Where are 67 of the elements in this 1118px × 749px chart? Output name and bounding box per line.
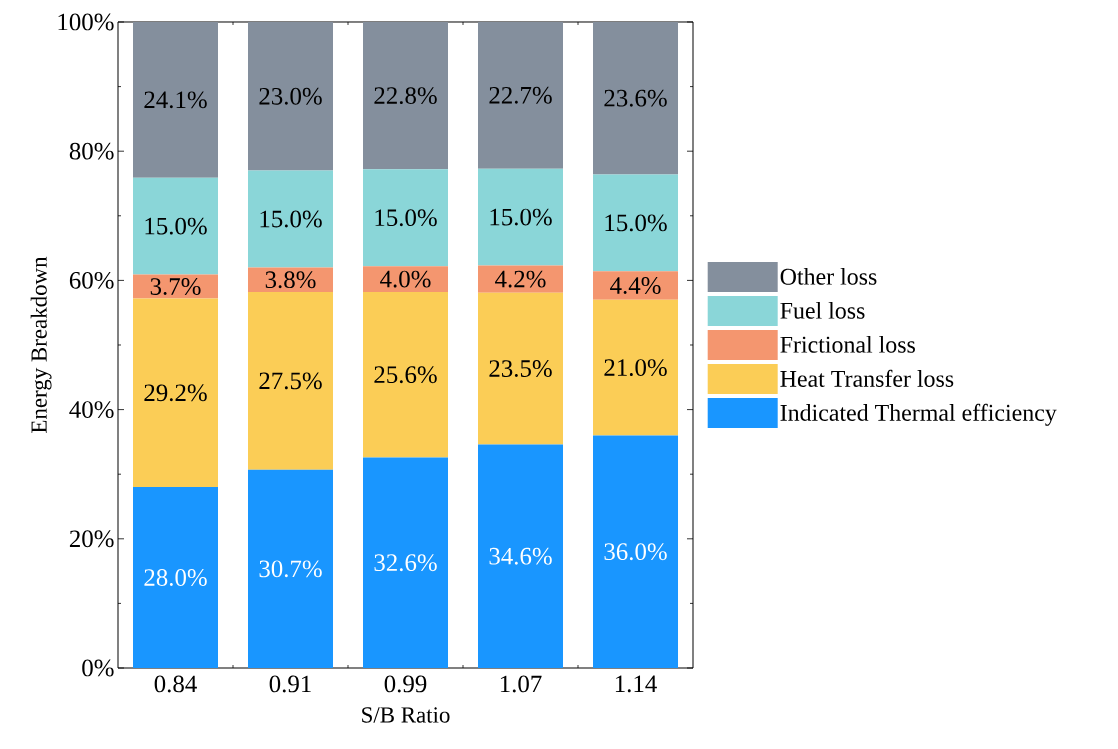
bar bbox=[478, 21, 563, 169]
data-label: 27.5% bbox=[259, 372, 322, 390]
data-label: 15.0% bbox=[605, 214, 667, 232]
data-label: 23.6% bbox=[604, 89, 667, 107]
data-label: 28.0% bbox=[144, 569, 207, 587]
bar bbox=[248, 267, 333, 293]
data-label: 15.0% bbox=[260, 210, 322, 228]
bar bbox=[593, 21, 679, 175]
bar bbox=[248, 469, 333, 668]
bar bbox=[133, 298, 218, 488]
bar bbox=[478, 168, 563, 266]
bar bbox=[363, 21, 448, 170]
y-tick-label: 40% bbox=[69, 401, 114, 419]
y-axis-title: Energy Breakdown bbox=[30, 256, 52, 433]
legend-label: Indicated Thermal efficiency bbox=[780, 403, 1057, 426]
data-label: 3.8% bbox=[265, 271, 316, 289]
x-tick-label: 0.91 bbox=[269, 675, 311, 693]
data-label: 23.0% bbox=[259, 87, 322, 105]
data-label: 4.4% bbox=[610, 277, 661, 295]
bar bbox=[363, 266, 448, 293]
data-label: 4.2% bbox=[495, 270, 546, 288]
data-label: 3.7% bbox=[150, 278, 201, 295]
bar bbox=[478, 265, 563, 293]
bar bbox=[593, 271, 679, 300]
bar bbox=[248, 292, 333, 470]
bar bbox=[248, 170, 333, 268]
x-axis-title: S/B Ratio bbox=[362, 707, 450, 723]
legend-label: Fuel loss bbox=[780, 301, 865, 319]
y-tick-label: 20% bbox=[69, 530, 114, 548]
bar bbox=[478, 444, 563, 668]
legend-label: Frictional loss bbox=[780, 335, 915, 353]
y-tick-label: 100% bbox=[58, 13, 114, 31]
bar bbox=[133, 177, 218, 275]
data-label: 21.0% bbox=[604, 359, 667, 377]
data-label: 30.7% bbox=[259, 560, 322, 578]
data-label: 23.5% bbox=[489, 360, 552, 378]
data-label: 15.0% bbox=[490, 208, 552, 226]
data-label: 24.1% bbox=[144, 91, 207, 109]
bar bbox=[593, 435, 679, 668]
bar bbox=[363, 457, 448, 668]
bar bbox=[593, 174, 679, 272]
data-label: 22.7% bbox=[489, 86, 552, 104]
data-label: 29.2% bbox=[144, 384, 207, 402]
data-label: 4.0% bbox=[380, 270, 431, 288]
data-label: 15.0% bbox=[375, 209, 437, 227]
bar bbox=[363, 169, 448, 267]
bar bbox=[248, 21, 333, 171]
data-label: 34.6% bbox=[489, 547, 552, 565]
x-tick-label: 1.14 bbox=[615, 675, 657, 693]
x-tick-label: 0.84 bbox=[154, 675, 197, 693]
bar bbox=[478, 292, 563, 445]
data-label: 32.6% bbox=[374, 554, 437, 572]
y-tick-label: 60% bbox=[69, 271, 114, 289]
bar bbox=[363, 292, 448, 458]
bar bbox=[133, 487, 218, 668]
y-tick-label: 0% bbox=[82, 659, 114, 677]
data-label: 36.0% bbox=[604, 543, 667, 561]
legend-label: Other loss bbox=[780, 267, 877, 285]
bar bbox=[593, 299, 679, 436]
x-tick-label: 0.99 bbox=[384, 675, 427, 693]
data-label: 22.8% bbox=[374, 87, 437, 105]
y-tick-label: 80% bbox=[69, 142, 114, 160]
x-tick-label: 1.07 bbox=[500, 675, 542, 693]
legend-label: Heat Transfer loss bbox=[780, 369, 954, 387]
bar bbox=[133, 21, 218, 178]
data-label: 15.0% bbox=[145, 217, 207, 235]
data-label: 25.6% bbox=[374, 366, 437, 384]
